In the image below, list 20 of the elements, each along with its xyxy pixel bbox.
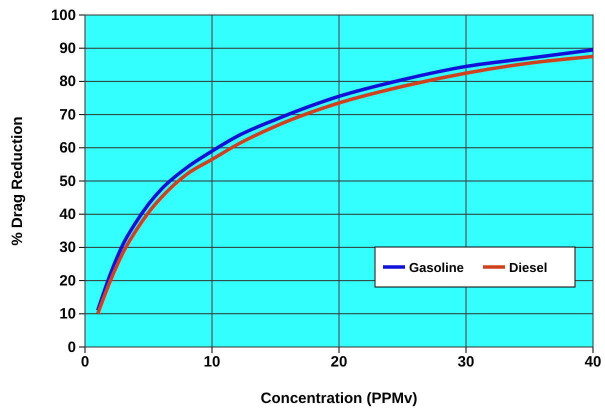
y-tick-label: 80	[59, 73, 76, 90]
y-tick-label: 0	[68, 338, 76, 356]
y-tick-label: 50	[59, 172, 76, 190]
y-axis-title: % Drag Reduction	[9, 116, 26, 246]
y-tick-label: 10	[59, 306, 76, 323]
x-tick-label: 0	[80, 354, 90, 371]
x-tick-label: 40	[584, 354, 602, 371]
legend-label: Gasoline	[409, 260, 464, 275]
y-tick-label: 20	[59, 272, 76, 290]
y-tick-label: 40	[59, 206, 76, 223]
legend-label: Diesel	[509, 260, 548, 275]
y-tick-label: 70	[59, 106, 76, 124]
x-tick-label: 20	[330, 354, 348, 371]
x-tick-label: 10	[204, 354, 220, 371]
y-tick-label: 60	[59, 140, 76, 157]
y-tick-label: 100	[50, 6, 76, 24]
x-tick-label: 30	[458, 354, 474, 371]
x-axis-title: Concentration (PPMv)	[260, 390, 418, 407]
y-tick-label: 30	[59, 239, 76, 256]
y-tick-label: 90	[59, 40, 76, 57]
